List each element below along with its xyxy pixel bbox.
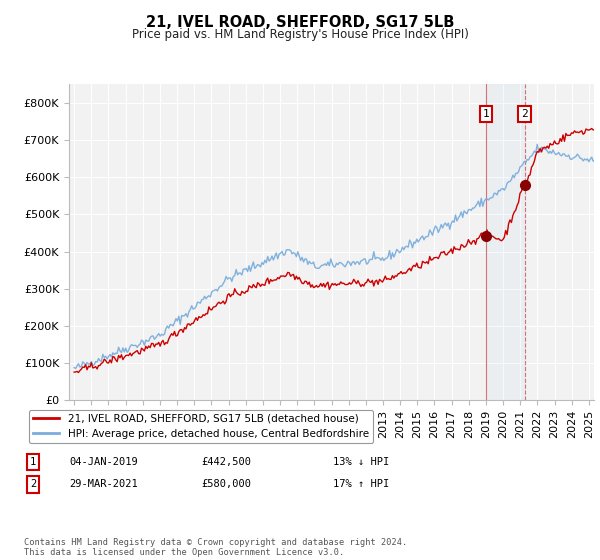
Text: £442,500: £442,500 (201, 457, 251, 467)
Text: 13% ↓ HPI: 13% ↓ HPI (333, 457, 389, 467)
Bar (486, 84, 524, 400)
Text: Price paid vs. HM Land Registry's House Price Index (HPI): Price paid vs. HM Land Registry's House … (131, 28, 469, 41)
Text: 2: 2 (521, 109, 528, 119)
Text: 1: 1 (30, 457, 36, 467)
Text: 2: 2 (30, 479, 36, 489)
Text: 21, IVEL ROAD, SHEFFORD, SG17 5LB: 21, IVEL ROAD, SHEFFORD, SG17 5LB (146, 15, 454, 30)
Text: 1: 1 (483, 109, 490, 119)
Text: £580,000: £580,000 (201, 479, 251, 489)
Legend: 21, IVEL ROAD, SHEFFORD, SG17 5LB (detached house), HPI: Average price, detached: 21, IVEL ROAD, SHEFFORD, SG17 5LB (detac… (29, 409, 373, 443)
Text: Contains HM Land Registry data © Crown copyright and database right 2024.
This d: Contains HM Land Registry data © Crown c… (24, 538, 407, 557)
Text: 04-JAN-2019: 04-JAN-2019 (69, 457, 138, 467)
Text: 29-MAR-2021: 29-MAR-2021 (69, 479, 138, 489)
Text: 17% ↑ HPI: 17% ↑ HPI (333, 479, 389, 489)
